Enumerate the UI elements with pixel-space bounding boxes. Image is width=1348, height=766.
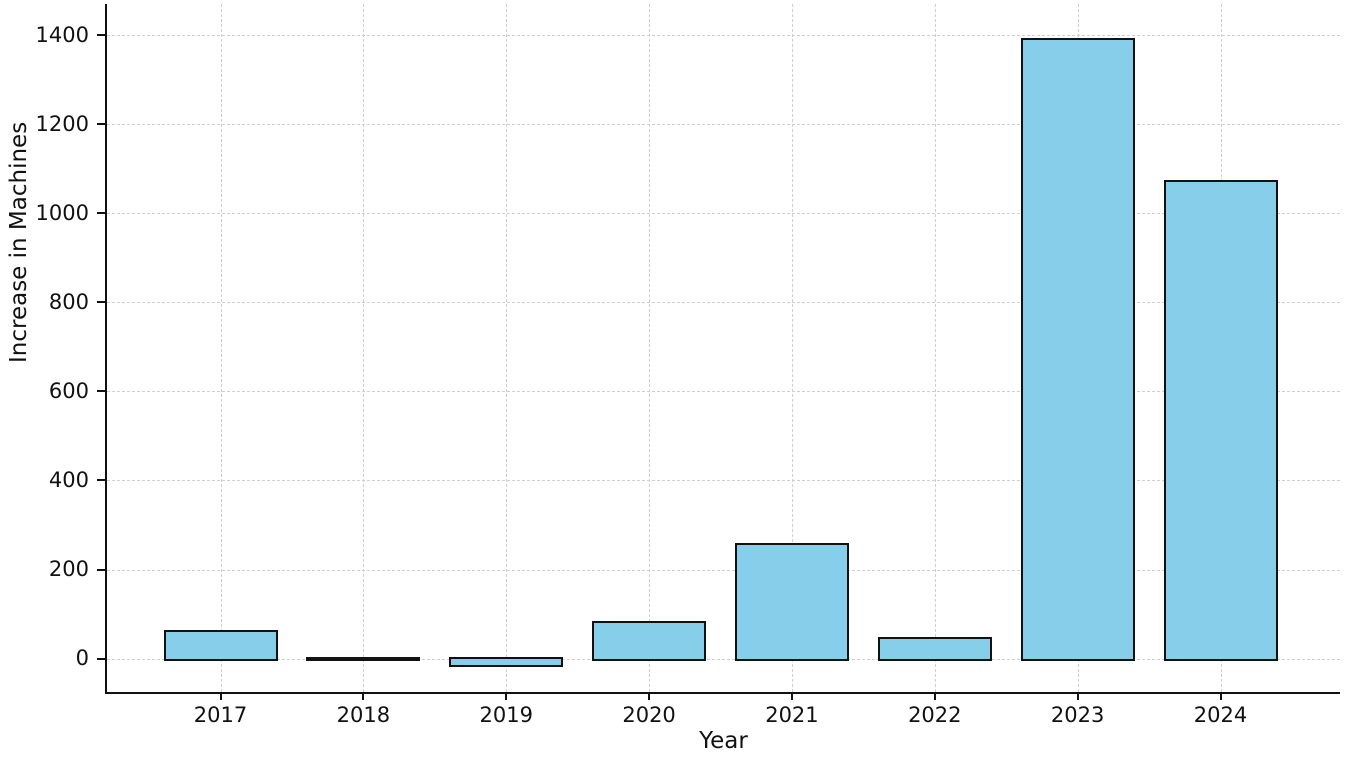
x-tick-mark (219, 692, 222, 700)
y-tick-mark (97, 301, 105, 304)
grid-line-vertical (649, 4, 651, 692)
grid-line-vertical (363, 4, 365, 692)
x-tick-label: 2024 (1193, 703, 1248, 727)
x-tick-label: 2019 (479, 703, 533, 727)
x-tick-mark (505, 692, 508, 700)
y-tick-label: 1400 (35, 22, 89, 47)
y-tick-mark (97, 123, 105, 126)
y-tick-label: 1200 (35, 111, 89, 136)
bar (449, 656, 564, 668)
bar (163, 629, 278, 661)
y-tick-mark (97, 390, 105, 393)
y-tick-label: 200 (48, 557, 89, 582)
grid-line-horizontal (107, 658, 1340, 660)
x-tick-label: 2022 (908, 703, 962, 727)
y-axis-spine (105, 4, 107, 692)
grid-line-horizontal (107, 569, 1340, 571)
grid-line-horizontal (107, 213, 1340, 215)
x-tick-label: 2018 (336, 703, 391, 727)
y-tick-mark (97, 212, 105, 215)
grid-line-vertical (220, 4, 222, 692)
x-tick-label: 2020 (622, 703, 676, 727)
bar (1020, 37, 1135, 661)
x-tick-label: 2023 (1050, 703, 1105, 727)
y-tick-label: 0 (75, 646, 89, 671)
x-axis-label: Year (699, 728, 748, 754)
x-tick-mark (362, 692, 365, 700)
grid-line-vertical (791, 4, 793, 692)
x-tick-label: 2021 (765, 703, 819, 727)
bar (306, 656, 421, 662)
x-tick-label: 2017 (193, 703, 248, 727)
y-tick-label: 800 (48, 289, 89, 314)
grid-line-horizontal (107, 124, 1340, 126)
y-tick-label: 600 (48, 378, 89, 403)
y-tick-mark (97, 34, 105, 37)
grid-line-horizontal (107, 480, 1340, 482)
grid-line-horizontal (107, 35, 1340, 37)
bar (1163, 180, 1278, 661)
x-tick-mark (1219, 692, 1222, 700)
grid-line-vertical (506, 4, 508, 692)
x-tick-mark (790, 692, 793, 700)
grid-line-horizontal (107, 391, 1340, 393)
bar (877, 636, 992, 661)
plot-area: 0 200 400 600 800 1000 1200 1400 2017 2018 2019 202… (36, 4, 1340, 727)
y-tick-mark (97, 657, 105, 660)
bar (592, 620, 707, 661)
x-tick-mark (933, 692, 936, 700)
x-axis-spine (105, 692, 1340, 694)
y-tick-label: 400 (48, 467, 89, 492)
x-tick-mark (1076, 692, 1079, 700)
grid-line-vertical (934, 4, 936, 692)
y-tick-label: 1000 (35, 200, 89, 225)
bar (734, 543, 849, 661)
y-axis-label: Increase in Machines (6, 121, 32, 363)
y-tick-mark (97, 568, 105, 571)
x-tick-mark (648, 692, 651, 700)
y-tick-mark (97, 479, 105, 482)
grid-line-horizontal (107, 302, 1340, 304)
